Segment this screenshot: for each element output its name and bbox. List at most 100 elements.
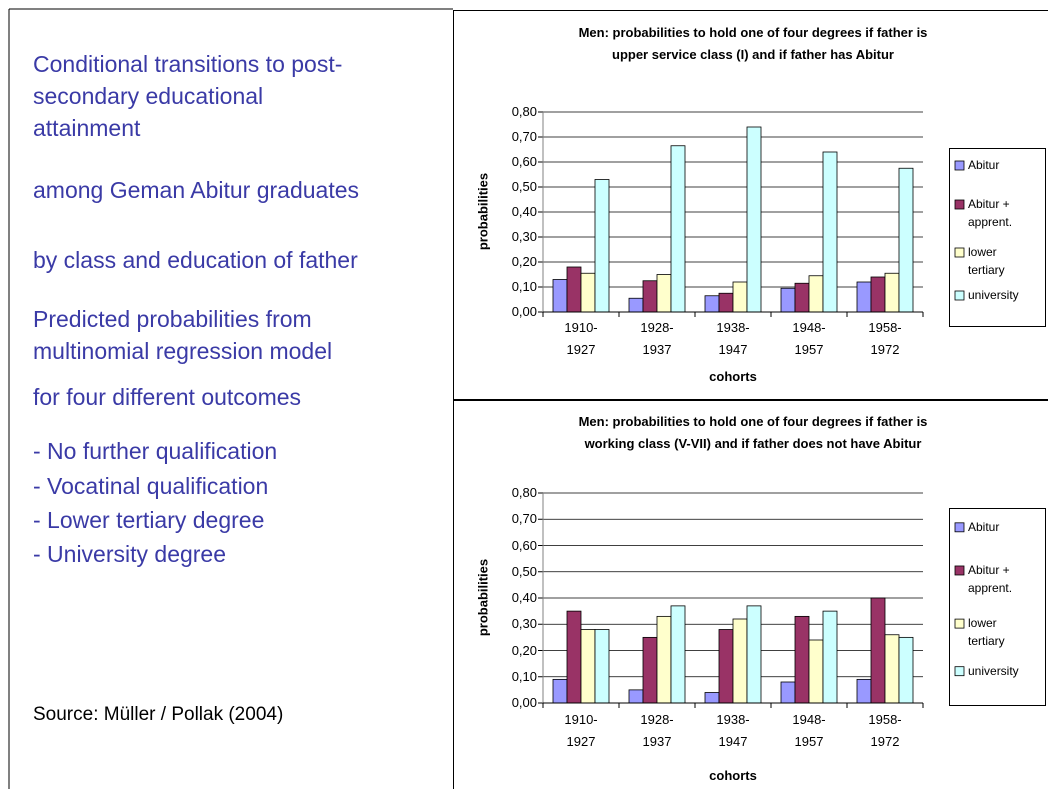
bar — [898, 167, 914, 313]
bar — [732, 618, 748, 704]
x-tick-label: 1928- 1937 — [640, 712, 674, 749]
x-tick-label: 1948- 1957 — [792, 320, 826, 357]
bar — [856, 678, 872, 704]
y-axis-label: probabilities — [475, 172, 491, 251]
y-tick-label: 0,10 — [511, 279, 537, 294]
legend-label: university — [968, 663, 1019, 678]
x-tick-label: 1958- 1972 — [868, 712, 902, 749]
bar — [746, 126, 762, 313]
list-item: - University degree — [33, 541, 227, 567]
chart-frame — [453, 400, 1048, 789]
x-axis-label: cohorts — [709, 369, 757, 384]
bar — [898, 636, 914, 704]
bar — [670, 145, 686, 313]
y-tick-label: 0,40 — [511, 590, 537, 605]
legend-swatch — [954, 199, 965, 210]
bar — [794, 615, 810, 704]
x-tick-label: 1948- 1957 — [792, 712, 826, 749]
legend-label: Abitur — [968, 519, 1000, 534]
y-tick-label: 0,10 — [511, 668, 537, 684]
chart-title: Men: probabilities to hold one of four d… — [578, 414, 928, 451]
bar — [884, 634, 900, 704]
bar — [822, 151, 838, 313]
legend-label: Abitur + apprent. — [968, 197, 1013, 229]
y-tick-label: 0,00 — [511, 695, 537, 710]
bar — [642, 636, 658, 704]
bar — [656, 615, 672, 704]
y-tick-label: 0,50 — [511, 179, 537, 194]
bar — [704, 295, 720, 313]
legend-label: lower tertiary — [968, 616, 1005, 649]
legend-swatch — [954, 247, 965, 258]
paragraph: Conditional transitions to post- seconda… — [33, 51, 343, 141]
bar — [884, 272, 900, 313]
bar — [670, 605, 686, 704]
y-tick-label: 0,20 — [511, 254, 537, 269]
legend-label: Abitur + apprent. — [968, 562, 1013, 595]
y-tick-label: 0,70 — [511, 129, 537, 144]
bar — [780, 681, 796, 704]
source: Source: Müller / Pollak (2004) — [33, 704, 284, 725]
legend-swatch — [954, 522, 965, 533]
bar — [856, 281, 872, 313]
chart-title: Men: probabilities to hold one of four d… — [578, 25, 928, 62]
bar — [594, 179, 610, 313]
legend-swatch — [954, 290, 965, 301]
bar — [746, 605, 762, 704]
bar — [566, 610, 582, 704]
x-tick-label: 1928- 1937 — [640, 320, 674, 357]
y-tick-label: 0,30 — [511, 229, 537, 244]
bar — [808, 639, 824, 704]
x-tick-label: 1910- 1927 — [564, 712, 598, 749]
legend-swatch — [954, 565, 965, 576]
bar — [594, 629, 610, 704]
legend-label: Abitur — [968, 158, 1000, 172]
list-item: - Vocatinal qualification — [33, 473, 269, 499]
paragraph: among Geman Abitur graduates — [33, 177, 360, 203]
paragraph: for four different outcomes — [33, 384, 302, 410]
bar — [718, 629, 734, 704]
bar — [780, 287, 796, 313]
y-tick-label: 0,50 — [511, 563, 537, 579]
bar — [628, 297, 644, 313]
y-tick-label: 0,40 — [511, 204, 537, 219]
legend-swatch — [954, 666, 965, 677]
bar — [870, 597, 886, 704]
bar — [808, 275, 824, 313]
y-tick-label: 0,60 — [511, 537, 537, 553]
y-tick-label: 0,30 — [511, 616, 537, 632]
bar — [704, 692, 720, 704]
y-tick-label: 0,70 — [511, 511, 537, 527]
paragraph: by class and education of father — [33, 247, 358, 273]
bar — [718, 292, 734, 313]
chart-frame — [453, 10, 1048, 400]
y-tick-label: 0,20 — [511, 642, 537, 658]
legend-label: university — [968, 288, 1019, 302]
y-tick-label: 0,60 — [511, 154, 537, 169]
bar — [870, 276, 886, 313]
list-item: - No further qualification — [33, 438, 278, 464]
y-tick-label: 0,80 — [511, 485, 537, 500]
bar — [628, 689, 644, 704]
x-axis-label: cohorts — [709, 768, 757, 783]
x-tick-label: 1938- 1947 — [716, 320, 750, 357]
bar — [794, 282, 810, 313]
legend-box — [949, 148, 1046, 327]
y-tick-label: 0,00 — [511, 304, 537, 319]
bar — [642, 280, 658, 313]
y-tick-label: 0,80 — [511, 104, 537, 119]
legend-box — [949, 508, 1046, 706]
bar — [580, 272, 596, 313]
x-tick-label: 1910- 1927 — [564, 320, 598, 357]
bar — [732, 281, 748, 313]
legend-swatch — [954, 160, 965, 171]
legend-swatch — [954, 618, 965, 629]
bar — [656, 274, 672, 313]
paragraph: Predicted probabilities from multinomial… — [33, 306, 333, 364]
bar — [552, 279, 568, 313]
list-item: - Lower tertiary degree — [33, 507, 265, 533]
bar — [566, 266, 582, 313]
x-tick-label: 1938- 1947 — [716, 712, 750, 749]
